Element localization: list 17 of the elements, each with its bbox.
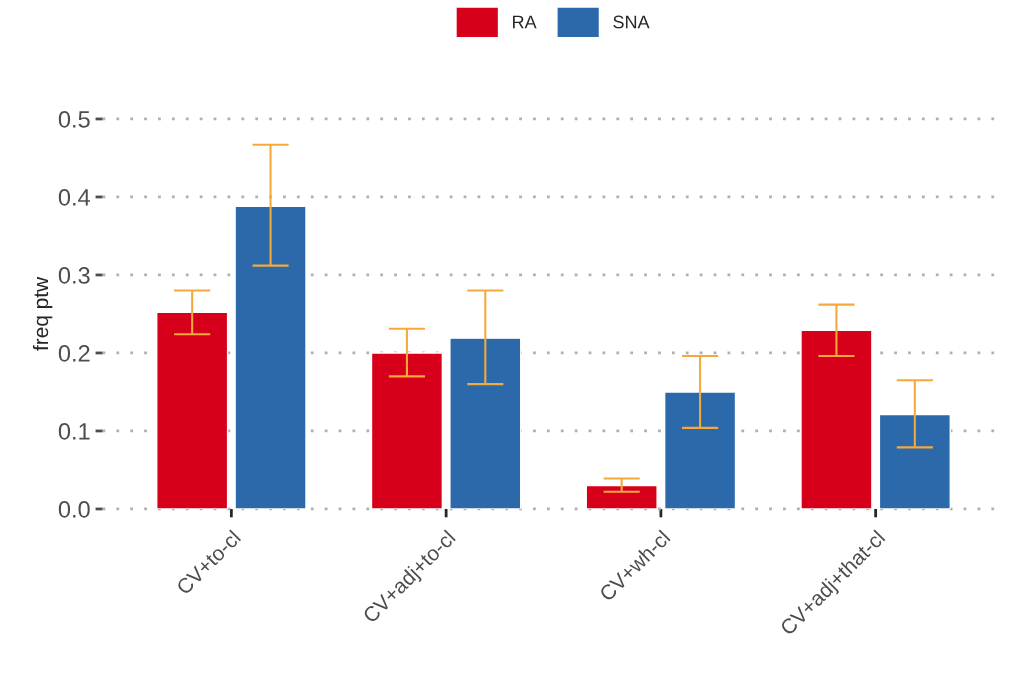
- bar: [585, 484, 658, 509]
- y-tick-label: 0.4: [58, 189, 91, 206]
- y-tick-label: 0.5: [58, 111, 90, 128]
- bar: [156, 311, 229, 509]
- bar: [878, 413, 951, 509]
- y-tick-label: 0.0: [58, 501, 90, 518]
- y-tick-label: 0.1: [58, 423, 90, 440]
- legend-label: SNA: [613, 15, 650, 29]
- y-tick-label: 0.2: [58, 345, 90, 362]
- y-axis-title: freq ptw: [32, 276, 53, 351]
- bar: [663, 391, 737, 509]
- bar: [234, 205, 307, 509]
- bar: [370, 352, 444, 509]
- y-tick-label: 0.3: [58, 267, 90, 284]
- legend-label: RA: [513, 15, 537, 29]
- bar: [449, 337, 522, 509]
- bar: [800, 329, 873, 509]
